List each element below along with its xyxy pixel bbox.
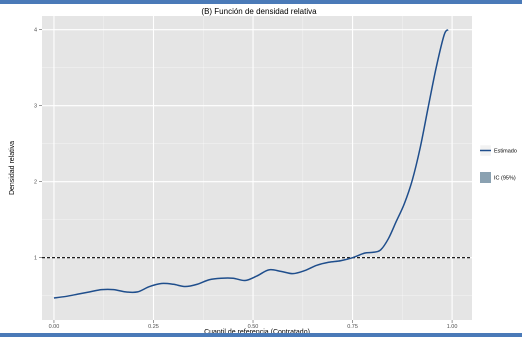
y-axis-label: Densidad relativa	[9, 141, 16, 195]
axis-ticks: 0.00 0.25 0.50 0.75 1.00 1 2 3 4	[34, 28, 458, 330]
x-tick-label: 0.75	[347, 324, 358, 330]
legend-label: Estimado	[494, 149, 517, 155]
series-line-estimado	[53, 29, 449, 299]
legend-label: IC (95%)	[494, 176, 516, 182]
x-tick-label: 0.50	[248, 324, 259, 330]
x-tick-label: 1.00	[447, 324, 458, 330]
legend: Estimado IC (95%)	[479, 144, 517, 184]
legend-key-band	[480, 172, 491, 183]
y-tick-label: 2	[34, 180, 37, 186]
x-tick-label: 0.00	[49, 324, 60, 330]
window-bottom-border	[0, 333, 522, 337]
window-top-border	[0, 0, 522, 4]
chart-title: (B) Función de densidad relativa	[201, 7, 317, 16]
x-axis-label: Cuantil de referencia (Contratado)	[204, 329, 310, 336]
y-tick-label: 1	[34, 256, 37, 262]
plot-panel	[42, 16, 472, 320]
y-tick-label: 3	[34, 104, 37, 110]
y-tick-label: 4	[34, 28, 37, 34]
x-tick-label: 0.25	[148, 324, 159, 330]
